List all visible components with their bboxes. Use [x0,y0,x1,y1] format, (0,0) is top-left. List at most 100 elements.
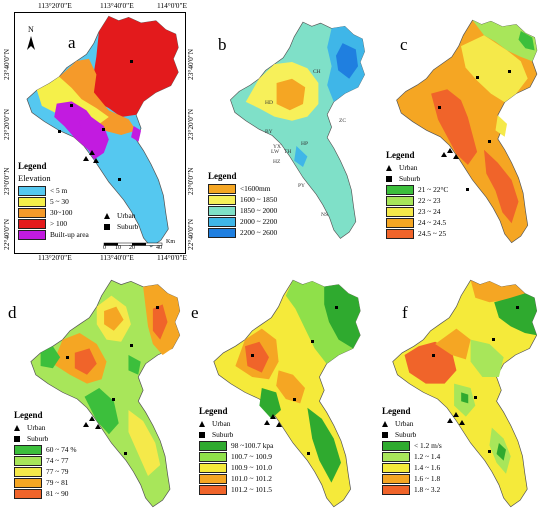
panel-b-letter: b [218,35,227,54]
district-labels: CH HD ZC BY HP TH YX LW HZ PY NS [265,69,346,218]
legend-label: < 1.2 m/s [414,441,442,450]
panel-d-legend: Legend Urban Suburb 60 ~ 74 % 74 ~ 77 77… [14,410,76,499]
panel-c-letter: c [400,35,408,54]
legend-subtitle: Elevation [18,173,51,183]
svg-text:N: N [28,25,34,34]
suburb-square-icon [14,435,20,442]
legend-item: 24 ~ 24.5 [386,217,448,228]
legend-label: 21 ~ 22°C [418,185,449,194]
svg-text:HP: HP [301,141,308,147]
legend-item: 1.4 ~ 1.6 [382,462,442,473]
suburb-square-icon [199,431,205,438]
legend-swatch [14,488,42,499]
scale-unit: Km [166,239,175,245]
svg-text:HD: HD [265,100,273,106]
urban-label: Urban [212,419,231,428]
legend-item: 81 ~ 90 [14,488,76,499]
legend-label: 98 ~100.7 kpa [231,441,274,450]
svg-text:LW: LW [271,149,280,155]
legend-item: 77 ~ 79 [14,466,76,477]
svg-text:BY: BY [265,129,273,135]
legend-swatch [14,444,42,455]
station-markers [66,306,159,455]
station-markers [58,60,133,181]
panel-e-legend: Legend Urban Suburb 98 ~100.7 kpa 100.7 … [199,406,273,495]
legend-item: 22 ~ 23 [386,195,448,206]
station-markers [432,306,519,453]
legend-swatch [386,195,414,206]
panel-a: 113°20'0"E 113°40'0"E 114°0'0"E 113°20'0… [0,0,198,264]
suburb-label: Suburb [27,434,49,443]
panel-e: e Legend Urban Suburb 98 ~100.7 kpa 100.… [185,266,370,529]
legend-label: 24.5 ~ 25 [418,229,447,238]
urban-marker-row: Urban [199,418,273,429]
legend-swatch [386,217,414,228]
legend-label: 79 ~ 81 [46,478,69,487]
legend-swatch [386,184,414,195]
urban-triangle-icon [104,212,110,219]
legend-swatch [386,206,414,217]
legend-item: 1600 ~ 1850 [208,194,277,205]
station-markers [251,306,338,455]
svg-text:YX: YX [273,144,281,150]
legend-swatch [18,196,46,207]
legend-title: Legend [386,150,415,160]
urban-label: Urban [395,419,414,428]
urban-triangle-icon [386,164,392,171]
urban-triangle-icon [199,420,205,427]
legend-item: 2000 ~ 2200 [208,216,277,227]
urban-marker-row: Urban [104,210,138,221]
panel-e-letter: e [191,303,199,322]
legend-item: > 100 [18,218,89,229]
suburb-marker-row: Suburb [199,429,273,440]
legend-label: 77 ~ 79 [46,467,69,476]
legend-swatch [208,227,236,238]
legend-item: 60 ~ 74 % [14,444,76,455]
panel-c: c Legend Urban Suburb 21 ~ 22°C 22 ~ 23 … [378,0,550,264]
legend-item: < 1.2 m/s [382,440,442,451]
legend-swatch [199,451,227,462]
legend-label: 2000 ~ 2200 [240,217,278,226]
scale-tick-10: 10 [115,245,121,251]
legend-swatch [208,205,236,216]
panel-b-legend: Legend <1600mm 1600 ~ 1850 1850 ~ 2000 2… [208,171,277,238]
suburb-label: Suburb [395,430,417,439]
legend-label: 100.7 ~ 100.9 [231,452,272,461]
legend-swatch [208,216,236,227]
legend-label: 101.0 ~ 101.2 [231,474,272,483]
legend-swatch [208,183,236,194]
legend-swatch [382,473,410,484]
legend-label: 1.6 ~ 1.8 [414,474,441,483]
panel-d-letter: d [8,303,17,322]
legend-label: 60 ~ 74 % [46,445,77,454]
top-coord-2: 113°40'0"E [100,1,134,10]
suburb-marker-row: Suburb [14,433,76,444]
top-coord-3: 114°0'0"E [157,1,188,10]
suburb-label: Suburb [399,174,421,183]
legend-swatch [18,218,46,229]
legend-label: 1.2 ~ 1.4 [414,452,441,461]
top-coord-1: 113°20'0"E [38,1,72,10]
suburb-marker-row: Suburb [104,221,138,232]
legend-title: Legend [208,171,237,181]
legend-item: 101.0 ~ 101.2 [199,473,273,484]
legend-label: Built-up area [50,230,89,239]
legend-label: 81 ~ 90 [46,489,69,498]
urban-marker-row: Urban [386,162,448,173]
suburb-marker-row: Suburb [386,173,448,184]
legend-swatch [18,207,46,218]
suburb-square-icon [382,431,388,438]
legend-label: 1.4 ~ 1.6 [414,463,441,472]
bottom-coord-2: 113°40'0"E [100,253,134,262]
suburb-square-icon [104,223,110,230]
urban-label: Urban [399,163,418,172]
scale-bar [103,242,163,246]
wind-speed-map [392,279,538,508]
panel-f: f Legend Urban Suburb < 1.2 m/s 1.2 ~ 1.… [370,266,550,529]
legend-label: 24 ~ 24.5 [418,218,447,227]
legend-title: Legend [382,406,411,416]
legend-item: 74 ~ 77 [14,455,76,466]
suburb-marker-row: Suburb [382,429,442,440]
station-markers [438,70,511,191]
legend-swatch [199,473,227,484]
